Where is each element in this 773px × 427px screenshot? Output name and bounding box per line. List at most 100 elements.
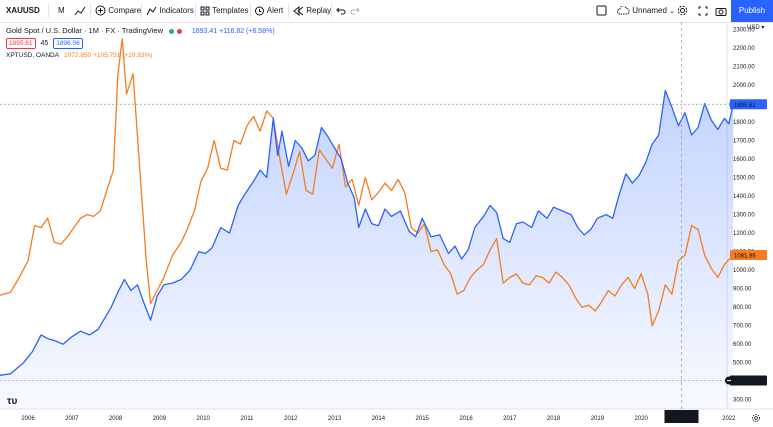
price-tick-label: 700.00 — [733, 324, 752, 330]
undo-icon — [336, 7, 346, 15]
low-price-badge: 403.62 — [734, 379, 753, 385]
price-tick-label: 2200.00 — [733, 46, 755, 52]
chevron-down-icon: ⌄ — [669, 8, 676, 15]
bid-ask-row: 1895.61 45 1896.06 — [6, 38, 83, 49]
spread-value: 45 — [40, 40, 49, 47]
gear-center-icon — [754, 416, 758, 420]
price-tick-label: 1400.00 — [733, 194, 755, 200]
price-tick-label: 2300.00 — [733, 27, 755, 33]
main-series-title[interactable]: Gold Spot / U.S. Dollar · 1M · FX · Trad… — [6, 26, 163, 35]
plot-area — [0, 38, 734, 409]
undo-button[interactable] — [336, 0, 346, 22]
layout-name-button[interactable]: Unnamed ⌄ — [617, 0, 675, 22]
indicators-button[interactable]: Indicators — [146, 0, 194, 22]
toolbar-divider — [195, 4, 196, 18]
price-tick-label: 500.00 — [733, 361, 752, 367]
gold-area-fill — [0, 90, 734, 409]
time-tick-label: 2013 — [328, 416, 342, 422]
time-tick-label: 2011 — [241, 416, 255, 422]
price-tick-label: 1000.00 — [733, 268, 755, 274]
price-tick-label: 300.00 — [733, 398, 752, 404]
alert-button[interactable]: Alert — [254, 0, 283, 22]
compare-series-legend: XPTUSD, OANDA 1072.850 +105.751 (+10.93%… — [6, 52, 152, 59]
cloud-icon — [617, 5, 630, 15]
layout-name-label: Unnamed — [632, 6, 667, 15]
price-tick-label: 1200.00 — [733, 231, 755, 237]
platinum-last-price-badge-bg — [730, 249, 767, 260]
price-tick-label: 1600.00 — [733, 157, 755, 163]
compare-button[interactable]: Compare — [95, 0, 141, 22]
toolbar-divider — [141, 4, 142, 18]
price-tick-label: 1800.00 — [733, 120, 755, 126]
crosshair-date-badge — [664, 410, 699, 423]
price-chart[interactable]: 2300.002200.002100.002000.001900.001800.… — [0, 22, 773, 427]
compare-label: Compare — [108, 6, 142, 15]
toolbar-divider — [288, 4, 289, 18]
currency-selector[interactable]: USD ▾ — [747, 24, 764, 31]
time-axis[interactable]: 2006 2007 2008 2009 2010 2011 2012 2013 2014 2015… — [0, 408, 773, 422]
square-icon — [596, 5, 607, 16]
price-tick-label: 2000.00 — [733, 83, 755, 89]
camera-icon — [715, 7, 727, 16]
alarm-clock-icon — [255, 6, 264, 16]
publish-button[interactable]: Publish — [731, 0, 773, 22]
compare-series-price: 1072.850 — [64, 52, 92, 59]
top-toolbar: XAUUSD M Compare Indicators Templates Al… — [0, 0, 773, 23]
time-tick-label: 2017 — [503, 416, 517, 422]
gold-last-price-badge: 1895.61 — [734, 103, 756, 109]
indicators-icon — [146, 6, 157, 16]
settings-button[interactable] — [677, 0, 688, 22]
axis-settings-gear-icon[interactable] — [752, 414, 760, 422]
price-tick-label: 800.00 — [733, 305, 752, 311]
time-tick-label: 2006 — [21, 416, 35, 422]
symbol-search-button[interactable]: XAUUSD — [6, 6, 40, 15]
gold-series-line — [0, 89, 734, 376]
toolbar-divider — [331, 4, 332, 18]
candles-icon — [74, 6, 86, 16]
redo-button[interactable] — [350, 0, 360, 22]
price-tick-label: 1700.00 — [733, 139, 755, 145]
templates-button[interactable]: Templates — [200, 0, 249, 22]
toolbar-divider — [48, 4, 49, 18]
price-tick-label: 2100.00 — [733, 64, 755, 70]
currency-label: USD — [747, 25, 760, 31]
time-tick-label: 2009 — [153, 416, 167, 422]
replay-icon — [293, 5, 304, 16]
time-tick-label: 2018 — [547, 416, 561, 422]
toolbar-divider — [90, 4, 91, 18]
main-series-price: 1893.41 — [191, 28, 218, 35]
bid-button[interactable]: 1895.61 — [6, 38, 36, 49]
time-tick-label: 2010 — [197, 416, 211, 422]
low-price-badge-bg — [730, 375, 767, 386]
compare-series-change: +105.751 (+10.93%) — [93, 52, 153, 59]
platinum-series-line — [0, 38, 734, 327]
time-tick-label: 2020 — [635, 416, 649, 422]
time-tick-label: 2014 — [372, 416, 386, 422]
compare-series-title[interactable]: XPTUSD, OANDA — [6, 52, 60, 59]
chart-style-button[interactable] — [74, 0, 86, 22]
snapshot-button[interactable] — [715, 0, 727, 22]
grid-icon — [200, 6, 210, 16]
alert-label: Alert — [266, 6, 284, 15]
templates-label: Templates — [212, 6, 249, 15]
time-tick-label: 2016 — [459, 416, 473, 422]
replay-button[interactable]: Replay — [293, 0, 331, 22]
status-dot-icon — [168, 28, 174, 34]
fullscreen-button[interactable] — [698, 0, 708, 22]
replay-label: Replay — [306, 6, 332, 15]
plus-circle-icon — [95, 5, 106, 16]
chevron-down-icon: ▾ — [761, 25, 765, 31]
main-series-legend: Gold Spot / U.S. Dollar · 1M · FX · Trad… — [6, 26, 275, 35]
ask-button[interactable]: 1896.06 — [53, 38, 83, 49]
time-tick-label: 2022 — [722, 416, 736, 422]
time-tick-label: 2012 — [284, 416, 298, 422]
price-tick-label: 600.00 — [733, 342, 752, 348]
price-tick-label: 1300.00 — [733, 213, 755, 219]
fullscreen-icon — [698, 6, 708, 16]
select-layout-checkbox[interactable] — [596, 0, 607, 22]
crosshair-date-label: 01 Dec '20 — [667, 415, 696, 421]
time-tick-label: 2007 — [65, 416, 79, 422]
interval-button[interactable]: M — [58, 6, 65, 15]
platinum-last-price-badge: 1081.96 — [734, 253, 756, 259]
price-tick-label: 900.00 — [733, 287, 752, 293]
